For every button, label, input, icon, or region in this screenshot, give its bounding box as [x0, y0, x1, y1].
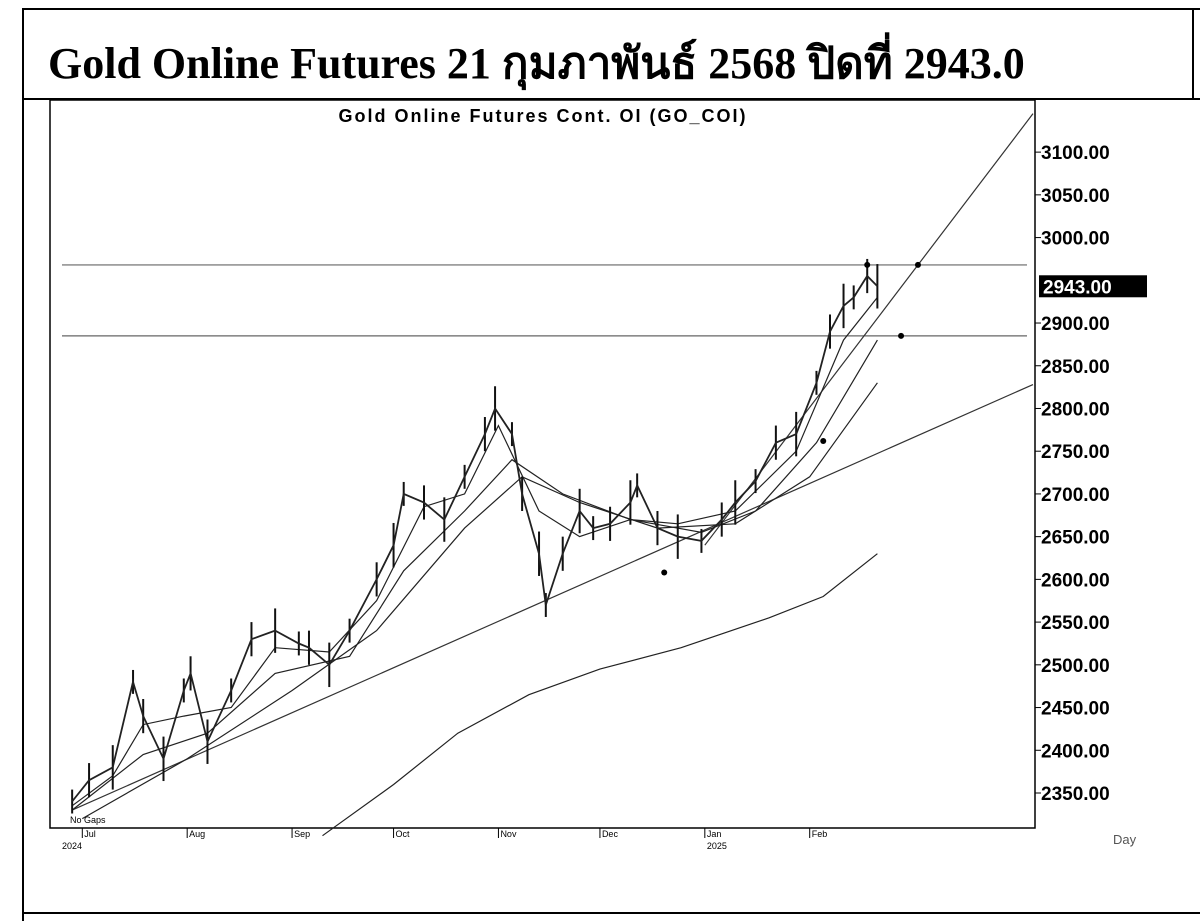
y-tick-label: 2550.00 — [1041, 613, 1110, 634]
plot-area — [49, 99, 1036, 829]
x-tick-label: Sep — [294, 829, 310, 839]
period-label: Day — [1113, 832, 1137, 847]
signal-marker — [898, 332, 905, 339]
signal-marker — [820, 437, 827, 444]
price-line — [71, 274, 879, 803]
chart-title: Gold Online Futures Cont. OI (GO_COI) — [339, 106, 748, 126]
signal-marker — [914, 261, 921, 268]
gaps-label: No Gaps — [70, 815, 106, 825]
y-tick-label: 2800.00 — [1041, 399, 1110, 420]
x-tick-label: Feb — [812, 829, 828, 839]
ma-mid-line — [71, 339, 878, 811]
y-tick-label: 3050.00 — [1041, 186, 1110, 207]
y-tick-label: 2700.00 — [1041, 485, 1110, 506]
header-divider — [1192, 10, 1194, 100]
y-tick-label: 2500.00 — [1041, 656, 1110, 677]
y-tick-label: 2400.00 — [1041, 741, 1110, 762]
ma-long-line — [322, 553, 878, 837]
y-tick-label: 2350.00 — [1041, 784, 1110, 805]
x-axis: Jul Aug Sep Oct Nov Dec Jan Feb 2024 2025 — [62, 828, 827, 851]
chart-frame: Gold Online Futures 21 กุมภาพันธ์ 2568 ป… — [22, 8, 1200, 921]
series-group — [71, 113, 1034, 837]
x-tick-label: Jul — [84, 829, 96, 839]
x-tick-label: Nov — [500, 829, 517, 839]
y-tick-label: 2750.00 — [1041, 442, 1110, 463]
y-tick-label: 3000.00 — [1041, 229, 1110, 250]
x-tick-label: Dec — [602, 829, 619, 839]
header-row: Gold Online Futures 21 กุมภาพันธ์ 2568 ป… — [24, 10, 1200, 100]
y-axis: 3100.00 3050.00 3000.00 2900.00 2850.00 2800.… — [1035, 143, 1147, 805]
x-tick-label: Aug — [189, 829, 205, 839]
y-tick-label: 2900.00 — [1041, 314, 1110, 335]
footer-divider — [24, 912, 1200, 914]
y-tick-label: 2850.00 — [1041, 357, 1110, 378]
trendline-0 — [71, 384, 1034, 811]
x-tick-label: Jan — [707, 829, 722, 839]
signal-marker — [864, 261, 871, 268]
x-tick-label: Oct — [396, 829, 411, 839]
y-tick-label: 2450.00 — [1041, 699, 1110, 720]
page-title: Gold Online Futures 21 กุมภาพันธ์ 2568 ป… — [48, 39, 1025, 88]
y-tick-label: 3100.00 — [1041, 143, 1110, 164]
y-tick-label: 2600.00 — [1041, 570, 1110, 591]
y-tick-label: 2650.00 — [1041, 528, 1110, 549]
last-price-box — [1039, 275, 1147, 298]
last-price-label: 2943.00 — [1043, 277, 1112, 298]
x-year-label: 2024 — [62, 841, 82, 851]
signal-marker — [661, 569, 668, 576]
x-year-label: 2025 — [707, 841, 727, 851]
